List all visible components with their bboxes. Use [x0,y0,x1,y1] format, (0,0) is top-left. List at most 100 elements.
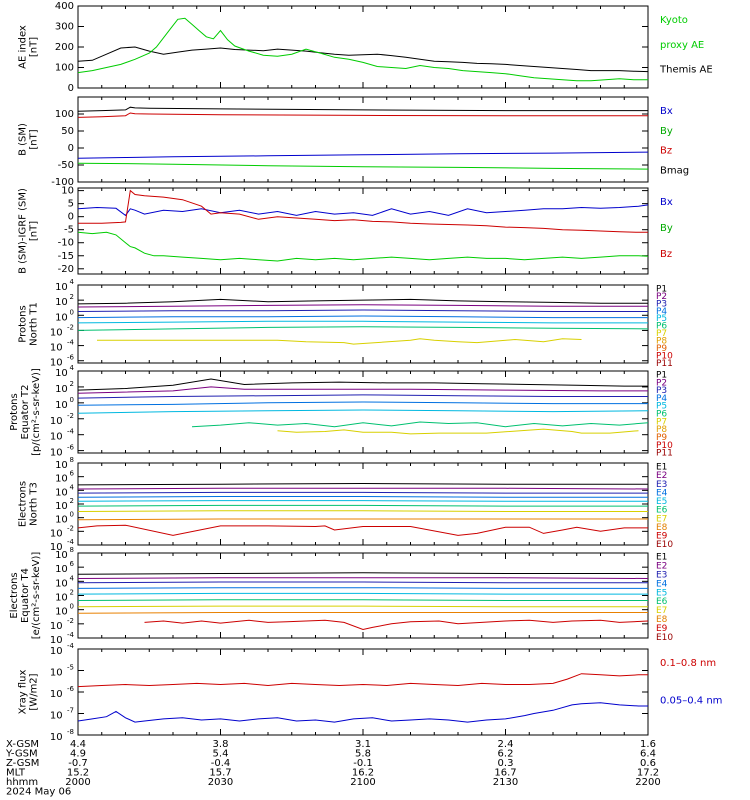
series-line-bx [78,151,648,159]
tick-exponent: 8 [70,456,74,464]
y-tick-label: 10 8 [55,456,74,471]
tick-exponent: -2 [67,323,74,331]
y-tick-label: 200 [55,42,74,53]
tick-exponent: -6 [67,444,75,452]
tick-exponent: 2 [70,497,74,505]
x-row-value: 2130 [493,777,518,788]
tick-exponent: -8 [67,728,74,736]
tick-exponent: -4 [67,631,75,639]
y-tick-label: 10 -6 [50,444,75,459]
x-row-value: 2200 [635,777,660,788]
y-axis-label: B (SM)-IGRF (SM) [18,188,29,274]
series-line-e4 [78,496,648,498]
series-line-p1 [78,378,648,391]
y-tick-label: 10 4 [55,364,74,379]
tick-base: 10 [50,711,63,722]
legend-entry: Themis AE [659,65,713,76]
legend-entry: P3 [656,386,667,396]
y-tick-label: 10 -4 [50,428,75,443]
y-axis-label: North T3 [29,482,40,526]
series-line-p5 [78,320,648,324]
panel-frame [77,648,649,736]
tick-exponent: 6 [70,470,75,478]
series-line-by [78,162,648,170]
series-line-e4 [78,587,648,589]
x-row-value: 16.7 [494,768,516,779]
panel-frame [77,187,649,275]
y-axis-label: Protons [9,393,20,430]
legend-entry: P11 [656,359,673,369]
tick-base: 10 [55,515,68,526]
series-line-p6 [78,326,648,331]
y-tick-label: -15 [58,251,74,262]
series-line-e5 [78,500,648,502]
series-line-p2 [78,304,648,308]
tick-base: 10 [50,668,63,679]
x-row-value: -0.4 [211,758,231,769]
tick-exponent: -4 [67,428,75,436]
series-line-e3 [78,491,648,494]
legend-entry: E7 [656,606,667,616]
series-line-by [78,231,648,262]
legend-entry: By [660,223,673,234]
tick-base: 10 [55,368,68,379]
tick-exponent: 8 [70,546,74,554]
tick-base: 10 [55,384,68,395]
legend-entry: P1 [656,371,667,381]
tick-exponent: -2 [67,412,74,420]
tick-base: 10 [55,564,68,575]
tick-exponent: -2 [67,617,74,625]
tick-base: 10 [55,400,68,411]
tick-exponent: -6 [67,685,75,693]
series-line-p5 [78,409,648,414]
series-line-p2 [78,386,648,394]
y-tick-label: 10 6 [55,470,74,485]
tick-exponent: 0 [70,603,74,611]
date-label: 2024 May 06 [6,787,71,798]
y-tick-label: 10 4 [55,278,74,293]
tick-exponent: 6 [70,560,75,568]
panel-frame [77,5,649,89]
y-axis-label: B (SM) [18,123,29,156]
tick-exponent: 4 [70,574,75,582]
tick-exponent: 0 [70,511,74,519]
legend-entry: P5 [656,314,667,324]
series-line-e9 [144,619,648,631]
series-line-e1 [78,572,648,575]
tick-base: 10 [50,732,63,743]
tick-base: 10 [55,474,68,485]
tick-exponent: 2 [70,293,74,301]
tick-base: 10 [55,578,68,589]
tick-exponent: -2 [67,524,74,532]
y-axis-label: [nT] [29,129,40,149]
series-line-e2 [78,487,648,490]
x-row-value: 17.2 [637,768,659,779]
legend-entry: Bmag [660,165,689,176]
tick-exponent: -4 [67,642,75,650]
y-axis-label: North T1 [29,302,40,346]
y-tick-label: 10 -7 [50,707,74,722]
series-line-e7 [78,510,648,512]
legend-entry: E2 [656,471,667,481]
legend-entry: E1 [656,463,667,473]
legend-entry: P10 [656,441,673,451]
x-row-value: -0.1 [353,758,373,769]
y-tick-label: 10 2 [55,380,74,395]
x-row-label: hhmm [6,777,38,788]
y-axis-label: [e/(cm²-s-sr-keV)] [31,552,42,640]
series-line-p1 [78,298,648,305]
legend-entry: E4 [656,579,668,589]
legend-entry: P6 [656,410,667,420]
tick-exponent: 4 [70,483,75,491]
series-line-p4 [78,401,648,406]
x-row-label: Y-GSM [5,749,38,760]
y-axis-label: [nT] [29,37,40,57]
tick-base: 10 [50,621,63,632]
y-tick-label: -10 [58,238,74,249]
series-line-bmag [78,106,648,112]
series-line-e3 [78,581,648,584]
